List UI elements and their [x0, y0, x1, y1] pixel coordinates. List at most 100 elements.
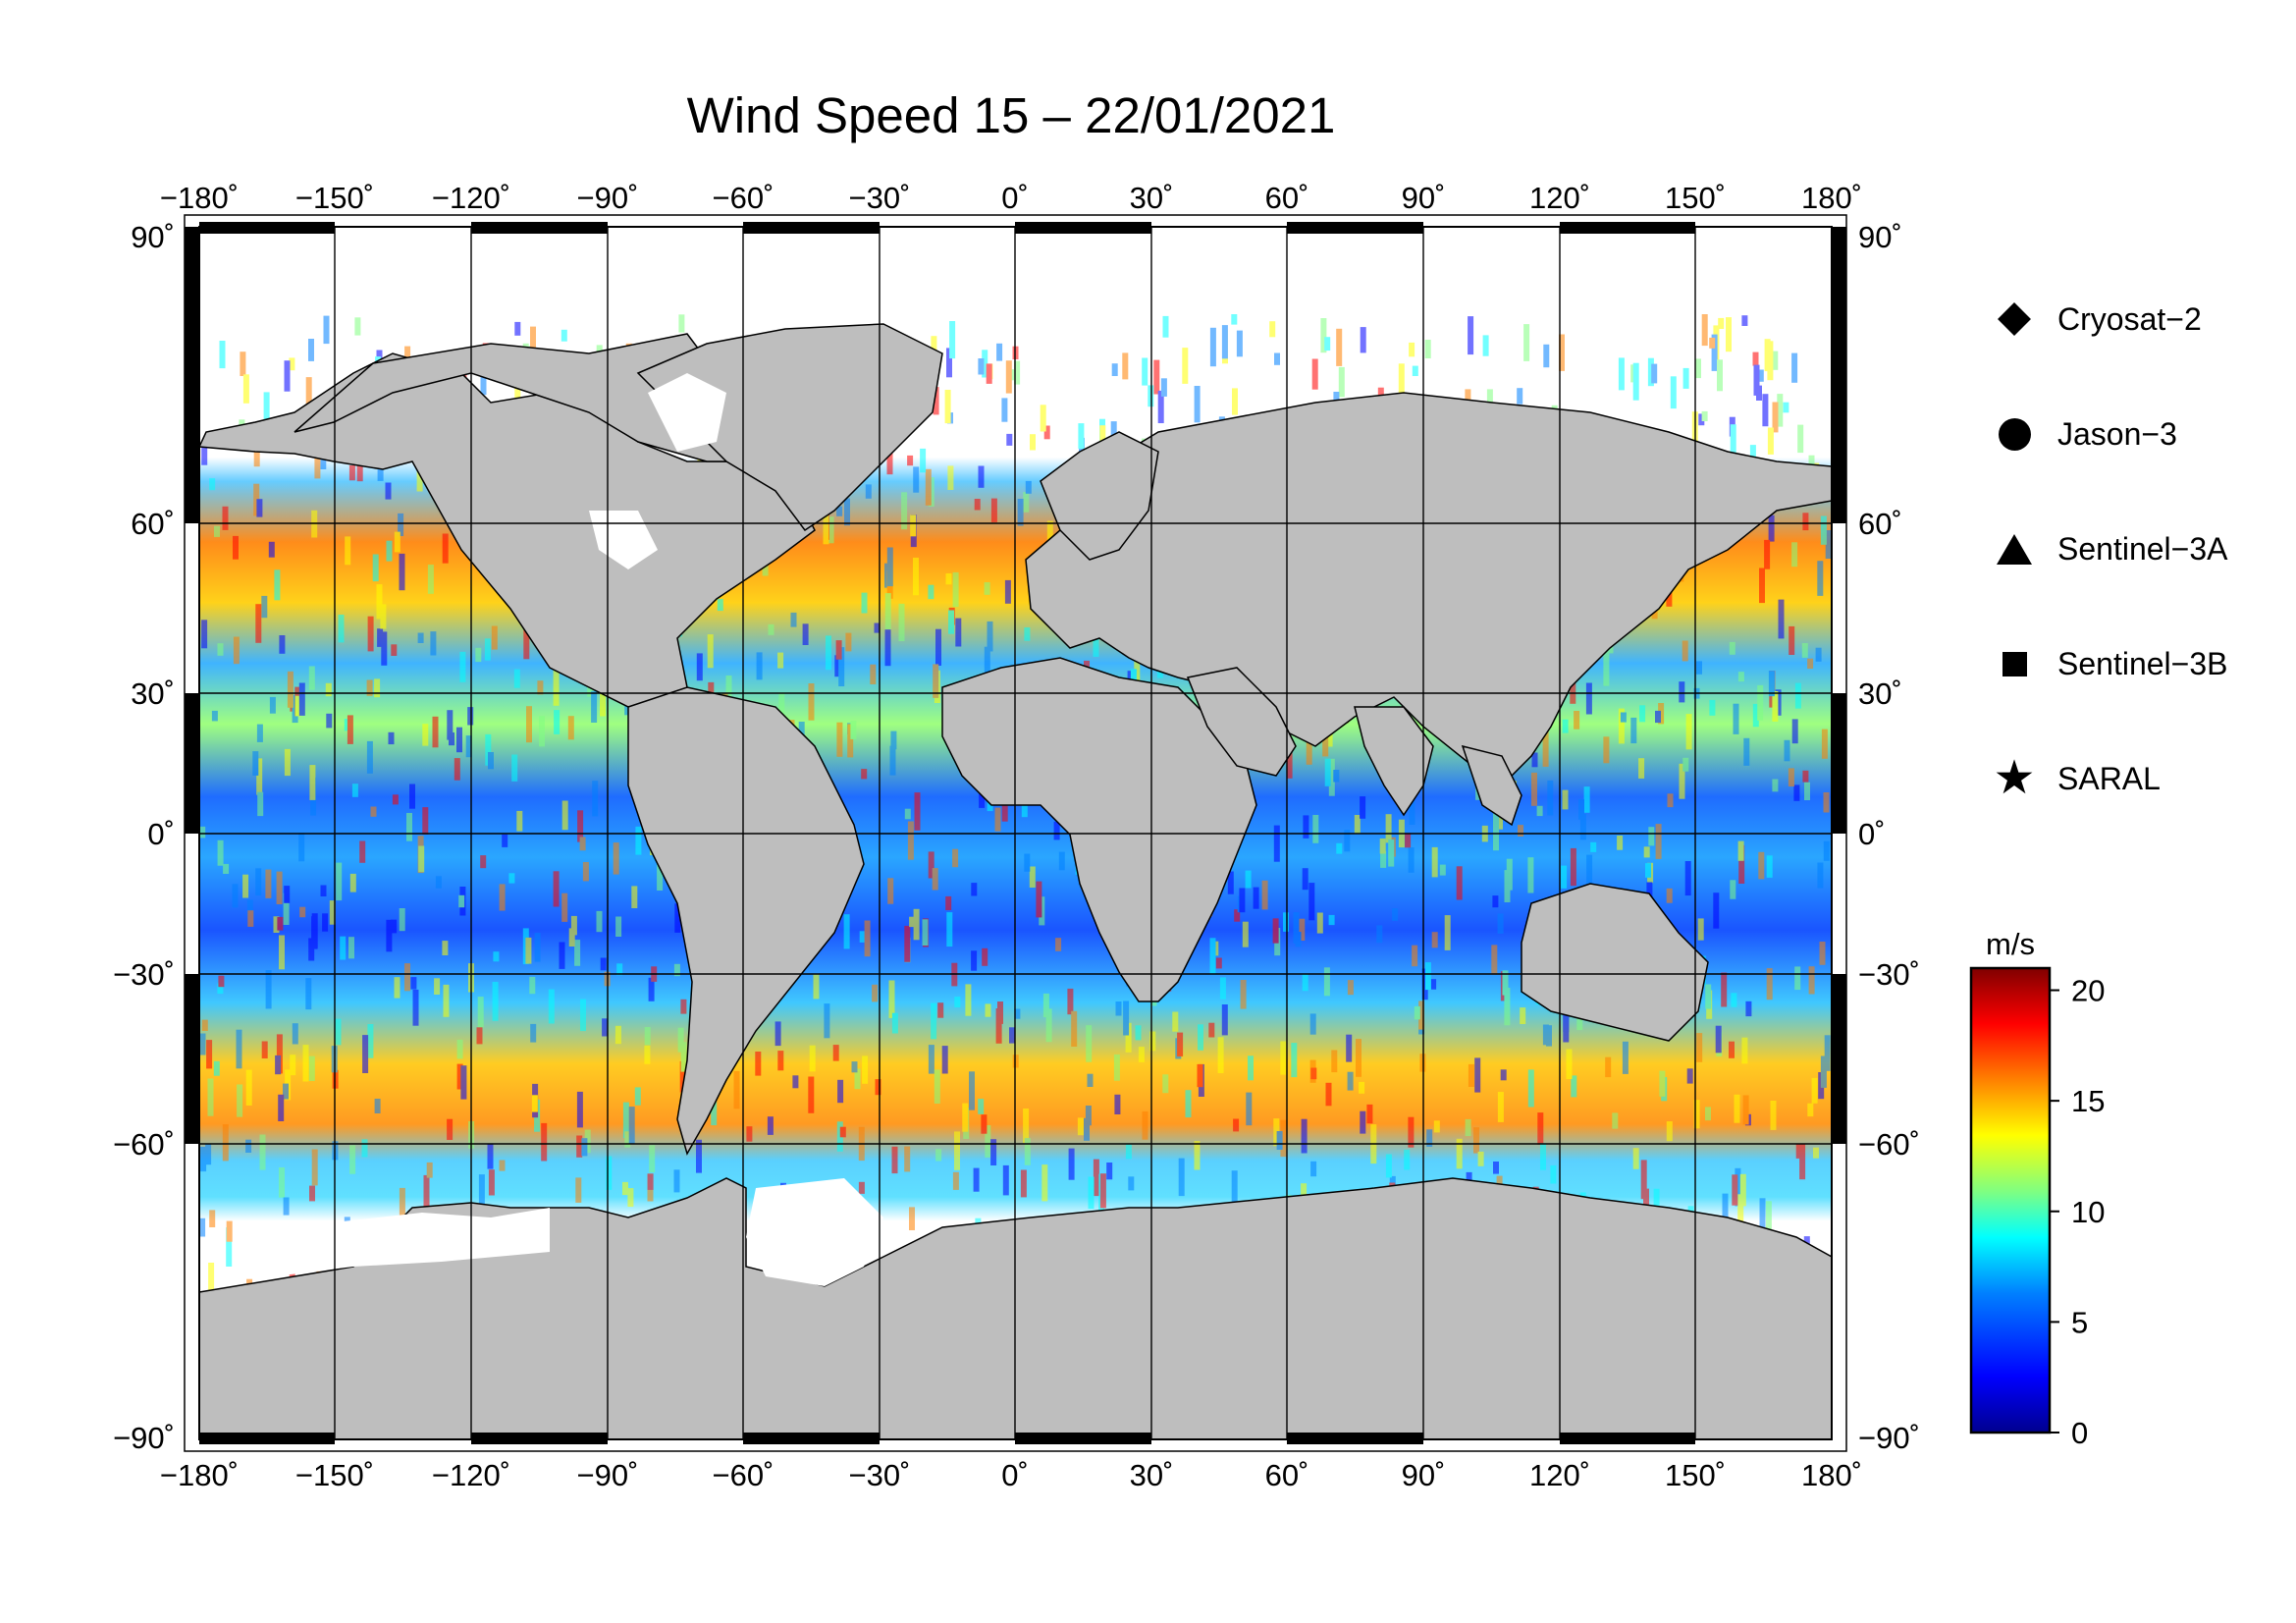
wind-track-segment	[329, 900, 336, 925]
wind-track-segment	[354, 317, 361, 336]
wind-track-segment	[348, 937, 354, 959]
wind-track-segment	[600, 688, 606, 717]
wind-track-segment	[1221, 1004, 1228, 1036]
wind-track-segment	[1356, 1039, 1362, 1077]
wind-track-segment	[386, 540, 393, 562]
frame-bar	[1015, 1433, 1151, 1444]
wind-track-segment	[1550, 1164, 1557, 1184]
wind-track-segment	[581, 1138, 588, 1157]
wind-track-segment	[1093, 627, 1099, 657]
lat-tick-left: 0˚	[147, 817, 175, 851]
wind-track-segment	[553, 670, 560, 706]
wind-track-segment	[1360, 327, 1366, 353]
wind-track-segment	[826, 635, 831, 671]
wind-track-segment	[488, 752, 494, 770]
wind-track-segment	[554, 710, 561, 734]
wind-track-segment	[1125, 1144, 1132, 1160]
wind-track-segment	[1752, 703, 1759, 728]
wind-track-segment	[1272, 918, 1279, 944]
wind-track-segment	[1783, 402, 1789, 413]
wind-track-segment	[442, 533, 449, 564]
wind-track-segment	[217, 839, 224, 866]
lon-tick-top: −60˚	[713, 181, 774, 215]
wind-track-segment	[214, 525, 220, 537]
wind-track-segment	[1194, 1141, 1201, 1170]
wind-track-segment	[1770, 1101, 1777, 1130]
wind-track-segment	[561, 329, 567, 342]
wind-track-segment	[1701, 314, 1708, 347]
south-america	[627, 686, 865, 1156]
wind-track-segment	[934, 1069, 940, 1104]
wind-track-segment	[1312, 815, 1319, 843]
wind-track-segment	[1696, 661, 1702, 675]
wind-track-segment	[233, 535, 239, 560]
wind-track-segment	[858, 1181, 865, 1194]
lat-ticks-right: 90˚ 60˚ 30˚ 0˚ −30˚ −60˚ −90˚	[1858, 220, 1920, 1455]
circle-icon	[1993, 414, 2036, 454]
wind-track-segment	[284, 748, 291, 777]
wind-track-segment	[828, 516, 834, 544]
triangle-icon	[1993, 529, 2036, 568]
wind-track-segment	[1713, 893, 1720, 929]
wind-track-segment	[1376, 925, 1383, 944]
wind-track-segment	[1821, 729, 1828, 759]
wind-track-segment	[1777, 394, 1784, 427]
wind-track-segment	[1768, 514, 1775, 542]
wind-track-segment	[1328, 914, 1335, 926]
wind-track-segment	[484, 638, 491, 661]
wind-track-segment	[476, 1027, 483, 1045]
lon-tick-bottom: 180˚	[1801, 1458, 1862, 1492]
wind-track-segment	[1360, 796, 1366, 819]
wind-track-segment	[1172, 1011, 1179, 1032]
wind-track-segment	[962, 1103, 969, 1132]
wind-track-segment	[491, 625, 498, 650]
wind-track-segment	[553, 871, 560, 907]
wind-track-segment	[1162, 315, 1169, 338]
wind-track-segment	[861, 592, 868, 614]
wind-track-segment	[733, 1070, 740, 1109]
wind-track-segment	[253, 483, 260, 516]
wind-track-segment	[994, 807, 1001, 832]
wind-track-segment	[1347, 1071, 1354, 1091]
wind-track-segment	[1042, 993, 1049, 1018]
frame-bar	[471, 1433, 608, 1444]
wind-track-segment	[696, 653, 703, 681]
wind-track-segment	[995, 1008, 1002, 1044]
wind-track-segment	[1679, 681, 1685, 703]
wind-track-segment	[909, 916, 916, 928]
weddell-sea-ice	[746, 1178, 883, 1286]
wind-track-segment	[680, 999, 687, 1014]
wind-track-segment	[1346, 1034, 1353, 1062]
wind-track-segment	[1233, 1118, 1240, 1132]
wind-track-segment	[399, 553, 405, 591]
wind-track-segment	[245, 1069, 252, 1106]
wind-track-segment	[1762, 394, 1769, 427]
wind-track-segment	[1385, 1154, 1392, 1178]
wind-track-segment	[492, 982, 499, 1021]
wind-track-segment	[276, 871, 283, 904]
wind-track-segment	[1142, 1110, 1148, 1140]
wind-track-segment	[1392, 908, 1399, 921]
frame-bar	[185, 693, 199, 834]
wind-track-segment	[1543, 344, 1550, 368]
wind-track-segment	[349, 1145, 356, 1174]
wind-track-segment	[808, 1076, 815, 1113]
wind-track-segment	[910, 514, 917, 537]
wind-track-segment	[217, 983, 224, 995]
wind-track-segment	[1559, 334, 1565, 371]
wind-track-segment	[680, 1042, 687, 1072]
wind-track-segment	[1389, 1175, 1396, 1188]
wind-track-segment	[1561, 865, 1568, 889]
wind-track-segment	[1006, 433, 1013, 446]
wind-track-segment	[1379, 839, 1386, 854]
legend-item-cryosat-2: Cryosat−2	[1993, 299, 2202, 339]
wind-track-segment	[206, 1040, 213, 1069]
wind-track-segment	[909, 1207, 915, 1230]
lat-tick-left: −90˚	[113, 1421, 175, 1455]
wind-track-segment	[1240, 980, 1247, 1009]
lon-tick-top: 60˚	[1265, 181, 1309, 215]
wind-track-segment	[447, 1118, 454, 1140]
wind-track-segment	[1504, 988, 1511, 1026]
lat-tick-right: −60˚	[1858, 1127, 1920, 1162]
wind-track-segment	[824, 1003, 830, 1039]
